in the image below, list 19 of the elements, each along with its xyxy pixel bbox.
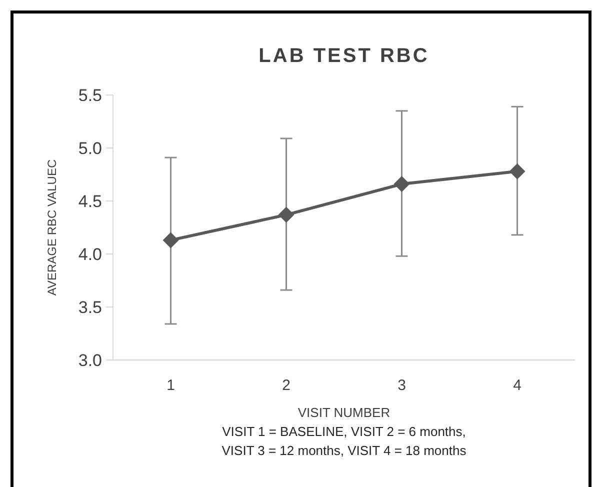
y-tick-label: 4.0 <box>78 244 102 264</box>
text: VISIT 1 = BASELINE, VISIT 2 = 6 months, <box>222 424 466 439</box>
y-tick-label: 4.5 <box>78 192 102 211</box>
point <box>394 176 410 192</box>
y-axis-title: AVERAGE RBC VALUEC <box>45 159 59 296</box>
point <box>278 206 294 223</box>
y-tick-label: 3.5 <box>78 298 102 317</box>
y-tick-label: 3.0 <box>78 350 102 370</box>
text: VISIT 3 = 12 months, VISIT 4 = 18 months <box>222 443 467 458</box>
x-axis-title: VISIT NUMBER <box>298 405 390 420</box>
point <box>162 232 179 248</box>
y-tick-label: 5.0 <box>78 138 102 158</box>
x-tick-label: 1 <box>166 377 175 394</box>
chart-title: LAB TEST RBC <box>258 45 430 67</box>
x-tick-label: 4 <box>513 377 522 394</box>
x-tick-label: 3 <box>398 377 406 394</box>
x-tick-label: 2 <box>282 377 290 394</box>
y-tick-label: 5.5 <box>78 86 102 105</box>
point <box>509 163 526 180</box>
